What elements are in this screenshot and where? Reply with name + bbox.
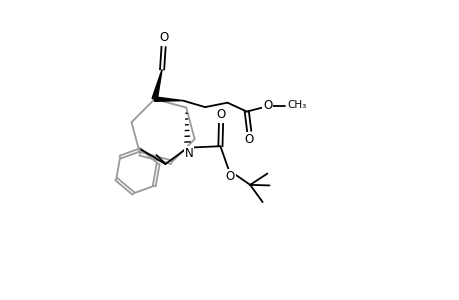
Text: CH₃: CH₃ bbox=[287, 100, 307, 110]
Polygon shape bbox=[152, 69, 162, 100]
Text: O: O bbox=[159, 31, 168, 44]
Text: O: O bbox=[244, 133, 253, 146]
Text: O: O bbox=[225, 170, 235, 183]
Text: O: O bbox=[263, 98, 272, 112]
Polygon shape bbox=[154, 97, 183, 101]
Text: N: N bbox=[184, 146, 193, 160]
Text: O: O bbox=[216, 109, 225, 122]
